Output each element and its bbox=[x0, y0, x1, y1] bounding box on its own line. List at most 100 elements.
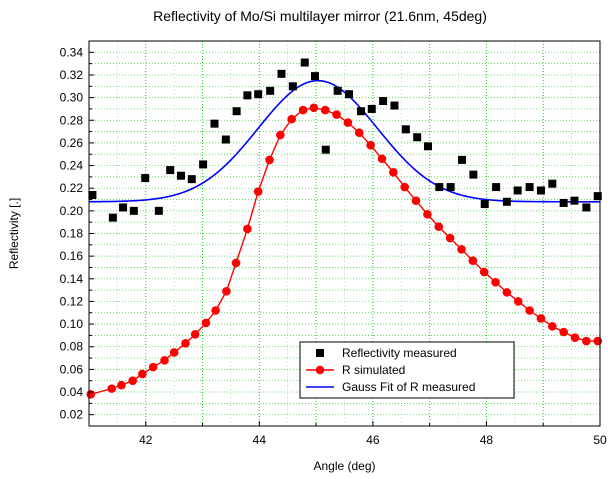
r-simulated-point bbox=[582, 336, 591, 346]
y-tick-label: 0.30 bbox=[60, 91, 84, 105]
r-simulated-point bbox=[479, 267, 489, 277]
legend-label: Reflectivity measured bbox=[342, 346, 457, 360]
reflectivity-measured-point bbox=[423, 142, 432, 151]
r-simulated-point bbox=[457, 245, 466, 254]
reflectivity-measured-point bbox=[593, 192, 602, 201]
r-simulated-point bbox=[502, 288, 512, 297]
reflectivity-measured-point bbox=[277, 69, 286, 78]
reflectivity-measured-point bbox=[502, 197, 511, 206]
legend: Reflectivity measured R simulated Gauss Fi… bbox=[299, 341, 515, 399]
series-layer bbox=[86, 58, 603, 399]
r-simulated-point bbox=[332, 110, 341, 119]
r-simulated-point bbox=[491, 277, 500, 287]
x-tick-label: 50 bbox=[593, 433, 607, 447]
r-simulated-point bbox=[107, 384, 117, 393]
r-simulated-point bbox=[201, 318, 211, 328]
reflectivity-measured-point bbox=[548, 179, 557, 188]
y-tick-label: 0.24 bbox=[60, 159, 84, 173]
series-gauss-fit-line bbox=[88, 79, 600, 203]
r-simulated-point bbox=[117, 380, 126, 390]
reflectivity-measured-point bbox=[166, 166, 175, 175]
series-r-simulated-line bbox=[90, 107, 598, 395]
x-tick-label: 46 bbox=[366, 433, 380, 447]
chart-title: Reflectivity of Mo/Si multilayer mirror … bbox=[153, 8, 487, 24]
r-simulated-point bbox=[468, 256, 478, 265]
r-simulated-point bbox=[411, 196, 421, 205]
reflectivity-measured-point bbox=[266, 86, 275, 95]
y-tick-label: 0.06 bbox=[60, 362, 84, 376]
r-simulated-point bbox=[445, 233, 455, 243]
reflectivity-measured-point bbox=[310, 72, 319, 81]
r-simulated-point bbox=[309, 103, 319, 113]
reflectivity-measured-point bbox=[492, 183, 501, 192]
reflectivity-measured-point bbox=[187, 175, 196, 184]
reflectivity-measured-point bbox=[210, 119, 219, 128]
y-tick-label: 0.04 bbox=[60, 385, 84, 399]
r-simulated-point bbox=[423, 209, 432, 219]
reflectivity-measured-point bbox=[390, 101, 399, 110]
reflectivity-measured-point bbox=[413, 133, 422, 142]
reflectivity-measured-point bbox=[333, 86, 342, 95]
r-simulated-point bbox=[243, 224, 252, 234]
r-simulated-point bbox=[377, 154, 387, 164]
r-simulated-point bbox=[148, 362, 158, 372]
r-simulated-point bbox=[536, 314, 546, 323]
legend-label: Gauss Fit of R measured bbox=[342, 380, 475, 394]
y-tick-label: 0.02 bbox=[60, 408, 84, 422]
reflectivity-measured-point bbox=[367, 104, 376, 113]
reflectivity-measured-point bbox=[513, 186, 522, 195]
reflectivity-measured-point bbox=[458, 155, 467, 164]
r-simulated-point bbox=[169, 348, 179, 357]
reflectivity-measured-point bbox=[345, 90, 354, 99]
reflectivity-measured-point bbox=[446, 183, 455, 192]
r-simulated-point bbox=[181, 339, 190, 348]
reflectivity-measured-point bbox=[254, 90, 263, 99]
r-simulated-point bbox=[593, 336, 603, 346]
y-tick-label: 0.14 bbox=[60, 272, 84, 286]
reflectivity-measured-point bbox=[300, 58, 309, 67]
reflectivity-measured-point bbox=[401, 125, 410, 134]
y-tick-label: 0.32 bbox=[60, 68, 84, 82]
reflectivity-measured-point bbox=[469, 170, 478, 179]
reflectivity-measured-point bbox=[176, 171, 185, 180]
r-simulated-point bbox=[525, 306, 534, 315]
reflectivity-measured-point bbox=[288, 82, 297, 91]
legend-marker-circle bbox=[315, 365, 325, 375]
reflectivity-measured-point bbox=[129, 206, 138, 215]
r-simulated-point bbox=[211, 306, 220, 315]
reflectivity-measured-point bbox=[199, 160, 208, 169]
reflectivity-measured-point bbox=[356, 107, 365, 116]
y-tick-label: 0.34 bbox=[60, 45, 84, 59]
reflectivity-measured-point bbox=[379, 97, 388, 106]
reflectivity-measured-point bbox=[232, 107, 241, 116]
reflectivity-measured-point bbox=[559, 198, 568, 207]
reflectivity-measured-point bbox=[119, 203, 128, 212]
r-simulated-point bbox=[434, 222, 444, 232]
r-simulated-point bbox=[400, 182, 409, 192]
y-tick-label: 0.28 bbox=[60, 113, 84, 127]
r-simulated-point bbox=[222, 286, 231, 296]
r-simulated-point bbox=[253, 187, 263, 196]
y-tick-label: 0.22 bbox=[60, 181, 84, 195]
reflectivity-measured-point bbox=[321, 145, 330, 154]
y-tick-label: 0.12 bbox=[60, 294, 84, 308]
x-tick-label: 42 bbox=[139, 433, 153, 447]
r-simulated-point bbox=[160, 356, 169, 365]
r-simulated-point bbox=[231, 258, 241, 268]
y-tick-label: 0.10 bbox=[60, 317, 84, 331]
x-axis-label: Angle (deg) bbox=[313, 459, 375, 473]
r-simulated-point bbox=[128, 376, 138, 386]
legend-label: R simulated bbox=[342, 363, 405, 377]
reflectivity-measured-point bbox=[435, 183, 444, 192]
r-simulated-point bbox=[354, 128, 364, 138]
reflectivity-measured-point bbox=[243, 91, 252, 100]
reflectivity-measured-point bbox=[536, 186, 545, 195]
x-tick-label: 44 bbox=[253, 433, 267, 447]
reflectivity-measured-point bbox=[525, 183, 534, 192]
reflectivity-measured-point bbox=[154, 206, 163, 215]
x-tick-label: 48 bbox=[480, 433, 494, 447]
r-simulated-point bbox=[265, 155, 274, 165]
y-tick-label: 0.26 bbox=[60, 136, 84, 150]
r-simulated-point bbox=[320, 105, 330, 115]
y-tick-label: 0.18 bbox=[60, 227, 84, 241]
